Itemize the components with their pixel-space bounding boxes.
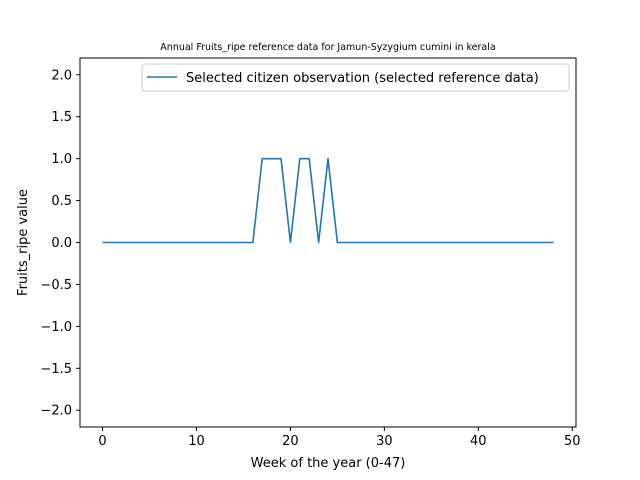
x-tick-label: 20 (282, 434, 299, 449)
legend-box (141, 63, 570, 92)
x-axis: 0 10 20 30 40 50 (98, 427, 581, 449)
x-tick-label: 40 (470, 434, 487, 449)
y-tick-label: −1.0 (40, 320, 72, 335)
legend: Selected citizen observation (selected r… (141, 63, 570, 92)
chart-title: Annual Fruits_ripe reference data for Ja… (160, 42, 495, 53)
y-axis: −2.0 −1.5 −1.0 −0.5 0.0 0.5 1.0 1.5 2.0 (40, 68, 80, 419)
series-layer (102, 157, 554, 244)
y-tick-label: −0.5 (40, 278, 72, 293)
legend-label: Selected citizen observation (selected r… (186, 71, 539, 86)
x-tick-label: 10 (188, 434, 205, 449)
y-axis-label: Fruits_ripe value (16, 189, 31, 296)
y-tick-label: −2.0 (40, 404, 72, 419)
y-tick-label: 1.5 (51, 110, 72, 125)
x-tick-label: 50 (564, 434, 581, 449)
y-tick-label: 2.0 (51, 68, 72, 83)
x-tick-label: 30 (376, 434, 393, 449)
y-tick-label: −1.5 (40, 362, 72, 377)
x-axis-label: Week of the year (0-47) (251, 456, 406, 471)
y-tick-label: 0.5 (51, 194, 72, 209)
y-tick-label: 1.0 (51, 152, 72, 167)
x-tick-label: 0 (98, 434, 106, 449)
y-tick-label: 0.0 (51, 236, 72, 251)
series-line (102, 157, 554, 244)
